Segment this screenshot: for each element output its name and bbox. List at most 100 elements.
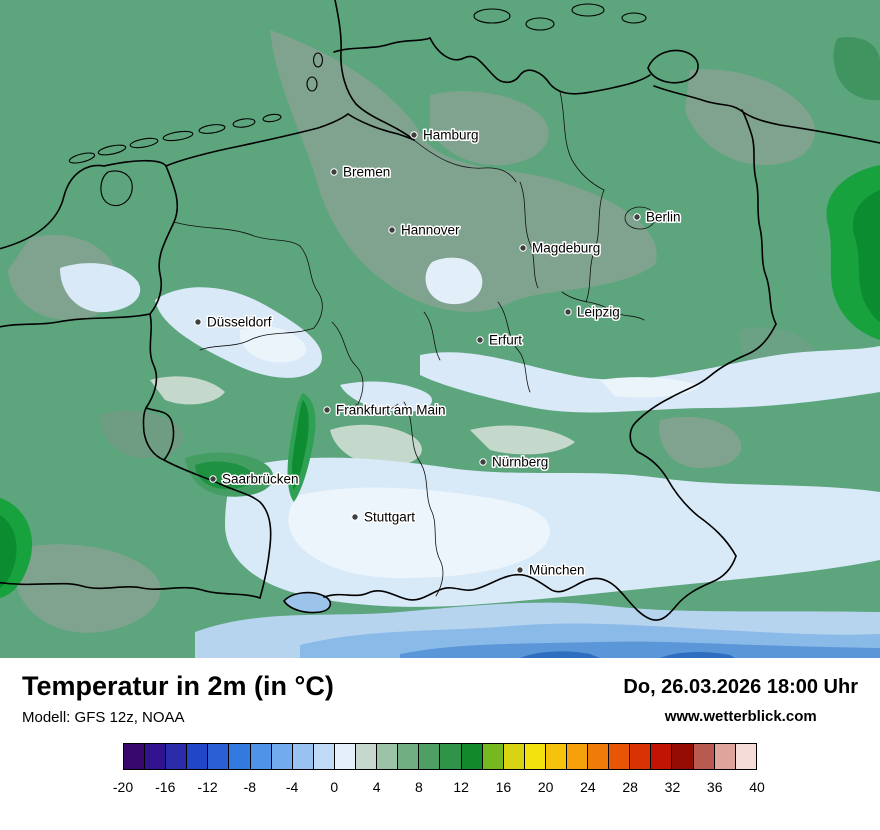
website-url: www.wetterblick.com bbox=[664, 708, 817, 725]
city-dot bbox=[194, 318, 202, 326]
city-marker-frankfurt-am-main: Frankfurt am Main bbox=[323, 401, 447, 419]
legend-tick-label: 24 bbox=[580, 779, 596, 795]
legend-segment bbox=[503, 744, 525, 769]
city-markers-layer: Hamburg Bremen Hannover Berlin Magdeburg Düss… bbox=[194, 126, 682, 579]
city-dot bbox=[564, 308, 572, 316]
legend-segment bbox=[250, 744, 272, 769]
legend-tick-label: 16 bbox=[495, 779, 512, 795]
city-label: Magdeburg bbox=[532, 241, 600, 256]
caption-bar: Temperatur in 2m (in °C) Modell: GFS 12z… bbox=[0, 658, 880, 730]
legend-segment bbox=[714, 744, 736, 769]
city-dot bbox=[323, 406, 331, 414]
temperature-field bbox=[0, 0, 880, 658]
legend-segment bbox=[377, 744, 399, 769]
legend-tick-label: -16 bbox=[155, 779, 176, 795]
city-label: Nürnberg bbox=[492, 455, 548, 470]
city-marker-n-rnberg: Nürnberg bbox=[479, 453, 550, 471]
map-title: Temperatur in 2m (in °C) bbox=[22, 671, 334, 701]
legend-tick-label: -8 bbox=[243, 779, 257, 795]
legend-segment bbox=[693, 744, 715, 769]
legend-segment bbox=[313, 744, 335, 769]
city-marker-hannover: Hannover bbox=[388, 221, 462, 239]
legend-segment bbox=[609, 744, 631, 769]
legend-segment bbox=[208, 744, 230, 769]
legend-segment bbox=[124, 744, 146, 769]
city-dot bbox=[476, 336, 484, 344]
legend-segment bbox=[419, 744, 441, 769]
city-marker-stuttgart: Stuttgart bbox=[351, 508, 417, 526]
state-borders bbox=[173, 91, 656, 597]
legend-tick-label: 32 bbox=[664, 779, 681, 795]
city-label: Hamburg bbox=[423, 128, 479, 143]
caption-right: Do, 26.03.2026 18:00 Uhr www.wetterblick… bbox=[623, 671, 858, 725]
legend-tick-label: 4 bbox=[372, 779, 381, 795]
forecast-datetime: Do, 26.03.2026 18:00 Uhr bbox=[623, 676, 858, 698]
legend-segment bbox=[229, 744, 251, 769]
city-marker-berlin: Berlin bbox=[633, 208, 682, 226]
legend-segment bbox=[271, 744, 293, 769]
legend-segment bbox=[524, 744, 546, 769]
temperature-legend: -20 -16 -12 -8 -4 0 4 8 12 16 20 24 28 32 36 40 bbox=[0, 730, 880, 818]
legend-tick-label: -12 bbox=[197, 779, 218, 795]
city-marker-m-nchen: München bbox=[516, 561, 586, 579]
city-label: Stuttgart bbox=[364, 510, 415, 525]
legend-segment bbox=[566, 744, 589, 769]
legend-segment bbox=[187, 744, 209, 769]
city-dot bbox=[519, 244, 527, 252]
legend-tick-label: 28 bbox=[622, 779, 638, 795]
city-marker-bremen: Bremen bbox=[330, 163, 392, 181]
city-label: Düsseldorf bbox=[207, 315, 272, 330]
legend-tick-label: 20 bbox=[537, 779, 554, 795]
city-label: München bbox=[529, 563, 585, 578]
legend-segment bbox=[292, 744, 314, 769]
city-dot bbox=[388, 226, 396, 234]
city-label: Frankfurt am Main bbox=[336, 403, 446, 418]
lake-constance bbox=[282, 591, 332, 614]
city-label: Bremen bbox=[343, 165, 390, 180]
city-label: Leipzig bbox=[577, 305, 620, 320]
city-label: Saarbrücken bbox=[222, 472, 299, 487]
legend-tick-label: 8 bbox=[414, 779, 423, 795]
legend-segment bbox=[630, 744, 652, 769]
legend-tick-label: 12 bbox=[453, 779, 469, 795]
legend-segment bbox=[735, 744, 756, 769]
legend-tick-label: 36 bbox=[706, 779, 723, 795]
city-marker-d-sseldorf: Düsseldorf bbox=[194, 313, 273, 331]
model-label: Modell: GFS 12z, NOAA bbox=[22, 709, 185, 726]
legend-segment bbox=[145, 744, 167, 769]
legend-tick-label: 40 bbox=[749, 779, 765, 795]
map-svg: Hamburg Bremen Hannover Berlin Magdeburg Düss… bbox=[0, 0, 880, 658]
legend-segment bbox=[334, 744, 357, 769]
legend-tick-row: -20 -16 -12 -8 -4 0 4 8 12 16 20 24 28 32 36 40 bbox=[113, 776, 765, 798]
caption-left: Temperatur in 2m (in °C) Modell: GFS 12z… bbox=[22, 671, 334, 726]
legend-colorbar bbox=[123, 743, 757, 770]
legend-segment bbox=[166, 744, 188, 769]
legend-segment bbox=[588, 744, 610, 769]
legend-segment bbox=[651, 744, 673, 769]
legend-segment bbox=[398, 744, 420, 769]
legend-tick-label: -4 bbox=[285, 779, 299, 795]
city-dot bbox=[479, 458, 487, 466]
legend-segment bbox=[461, 744, 483, 769]
legend-segment bbox=[545, 744, 567, 769]
city-dot bbox=[330, 168, 338, 176]
legend-tick-label: 0 bbox=[330, 779, 339, 795]
legend-tick-label: -20 bbox=[112, 779, 134, 795]
city-marker-erfurt: Erfurt bbox=[476, 331, 524, 349]
city-marker-saarbr-cken: Saarbrücken bbox=[209, 470, 300, 488]
city-label: Erfurt bbox=[489, 333, 522, 348]
city-dot bbox=[351, 513, 359, 521]
city-marker-magdeburg: Magdeburg bbox=[519, 239, 602, 257]
legend-segment bbox=[356, 744, 378, 769]
coastline bbox=[0, 0, 880, 250]
city-label: Berlin bbox=[646, 210, 681, 225]
city-label: Hannover bbox=[401, 223, 460, 238]
legend-segment bbox=[440, 744, 462, 769]
city-dot bbox=[410, 131, 418, 139]
temperature-map: Hamburg Bremen Hannover Berlin Magdeburg Düss… bbox=[0, 0, 880, 658]
city-dot bbox=[209, 475, 217, 483]
legend-segment bbox=[672, 744, 694, 769]
city-dot bbox=[633, 213, 641, 221]
city-marker-leipzig: Leipzig bbox=[564, 303, 621, 321]
